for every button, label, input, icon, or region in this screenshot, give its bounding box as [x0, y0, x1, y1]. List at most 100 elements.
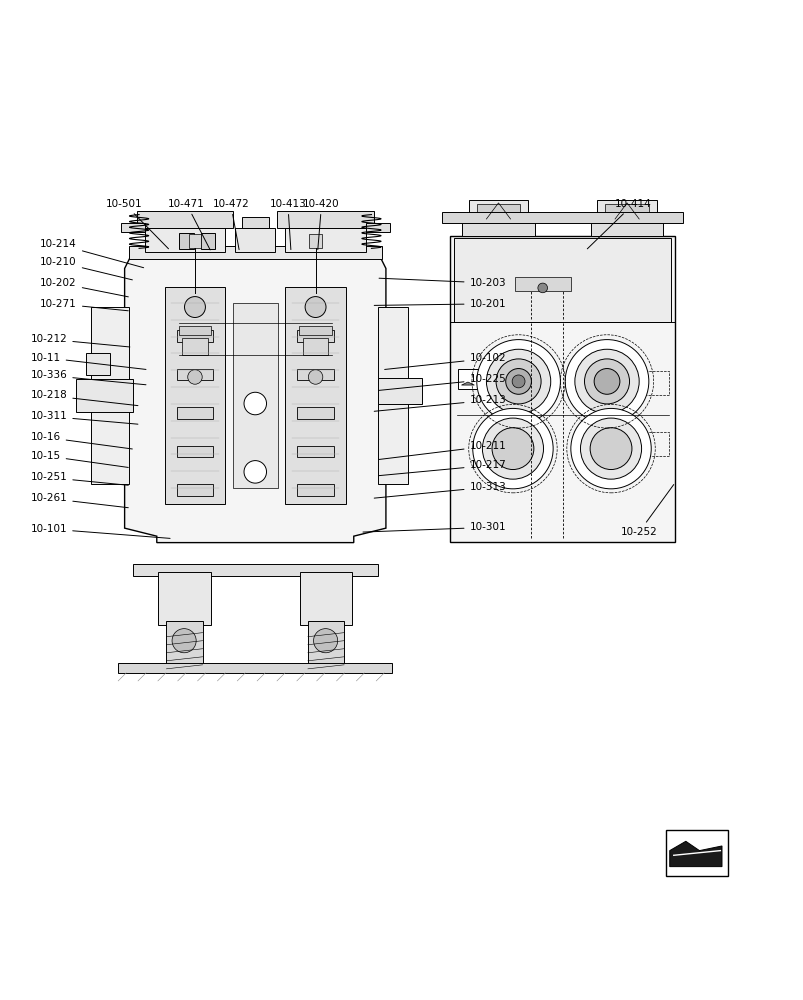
Bar	[377, 307, 408, 484]
Bar	[636, 371, 668, 395]
Circle shape	[584, 359, 629, 404]
Text: 10-420: 10-420	[303, 199, 340, 250]
Text: 10-202: 10-202	[40, 278, 128, 297]
Bar	[308, 234, 321, 248]
Bar	[177, 446, 213, 457]
Circle shape	[491, 428, 533, 470]
Text: 10-217: 10-217	[378, 460, 506, 476]
Circle shape	[188, 370, 202, 384]
Text: 10-472: 10-472	[212, 199, 249, 250]
Circle shape	[589, 428, 631, 470]
Bar	[365, 223, 389, 232]
Text: 10-218: 10-218	[31, 390, 138, 406]
Circle shape	[505, 369, 531, 394]
Text: 10-201: 10-201	[373, 299, 506, 309]
Text: 10-261: 10-261	[31, 493, 128, 508]
Bar	[158, 572, 210, 625]
Bar	[514, 277, 570, 291]
Bar	[145, 228, 225, 252]
Bar	[454, 238, 671, 322]
Text: 10-311: 10-311	[31, 411, 138, 424]
Bar	[137, 211, 233, 228]
Bar	[179, 326, 210, 335]
Text: 10-414: 10-414	[586, 199, 651, 249]
Bar	[285, 287, 345, 504]
Bar	[636, 432, 668, 456]
Circle shape	[305, 297, 326, 317]
Bar	[468, 200, 528, 222]
Bar	[458, 369, 478, 389]
Bar	[188, 234, 201, 248]
Circle shape	[486, 349, 550, 414]
Text: 10-15: 10-15	[31, 451, 128, 467]
Bar	[201, 233, 215, 249]
Bar	[241, 217, 268, 228]
Text: 10-212: 10-212	[31, 334, 130, 347]
Bar	[377, 378, 422, 404]
Bar	[300, 572, 352, 625]
Bar	[297, 407, 333, 419]
Text: 10-501: 10-501	[106, 199, 169, 249]
Circle shape	[574, 349, 638, 414]
Bar	[86, 353, 110, 375]
Bar	[665, 830, 728, 876]
Text: 10-213: 10-213	[373, 395, 506, 411]
Text: 10-251: 10-251	[31, 472, 128, 485]
Bar	[177, 330, 213, 342]
Circle shape	[244, 392, 267, 415]
Bar	[166, 621, 202, 669]
Bar	[605, 204, 648, 218]
Circle shape	[244, 461, 267, 483]
Bar	[182, 338, 208, 355]
Bar	[302, 338, 328, 355]
Text: 10-313: 10-313	[373, 482, 506, 498]
Bar	[299, 326, 331, 335]
Text: 10-16: 10-16	[31, 432, 132, 449]
Circle shape	[308, 370, 322, 384]
Bar	[297, 446, 333, 457]
Text: 10-101: 10-101	[31, 524, 170, 538]
Bar	[177, 407, 213, 419]
Bar	[308, 621, 344, 669]
Bar	[120, 223, 145, 232]
Circle shape	[313, 629, 337, 653]
Polygon shape	[669, 841, 721, 867]
Bar	[442, 212, 683, 223]
Bar	[297, 330, 333, 342]
Circle shape	[565, 340, 648, 423]
Circle shape	[495, 359, 540, 404]
Bar	[285, 228, 365, 252]
Circle shape	[472, 408, 552, 489]
Bar	[76, 379, 132, 412]
Circle shape	[580, 418, 641, 479]
Circle shape	[570, 408, 650, 489]
Text: 10-210: 10-210	[40, 257, 132, 280]
Circle shape	[172, 629, 196, 653]
Bar	[297, 484, 333, 496]
Text: 10-211: 10-211	[378, 441, 506, 459]
Circle shape	[476, 340, 560, 423]
Bar	[179, 233, 194, 249]
Circle shape	[593, 369, 619, 394]
Bar	[597, 200, 656, 222]
Bar	[177, 369, 213, 380]
Bar	[165, 287, 225, 504]
Bar	[462, 222, 534, 236]
Text: 10-271: 10-271	[40, 299, 128, 311]
Bar	[91, 307, 129, 484]
Bar	[132, 564, 377, 576]
Circle shape	[185, 297, 206, 317]
Bar	[233, 303, 278, 488]
Bar	[128, 246, 381, 259]
Circle shape	[537, 283, 547, 293]
Text: 10-11: 10-11	[31, 353, 146, 369]
Circle shape	[482, 418, 543, 479]
Text: 10-203: 10-203	[378, 278, 506, 288]
Bar	[476, 204, 520, 218]
Bar	[450, 236, 675, 542]
Bar	[118, 663, 392, 673]
Bar	[177, 484, 213, 496]
Bar	[590, 222, 662, 236]
Text: 10-301: 10-301	[362, 522, 506, 532]
Circle shape	[512, 375, 524, 388]
